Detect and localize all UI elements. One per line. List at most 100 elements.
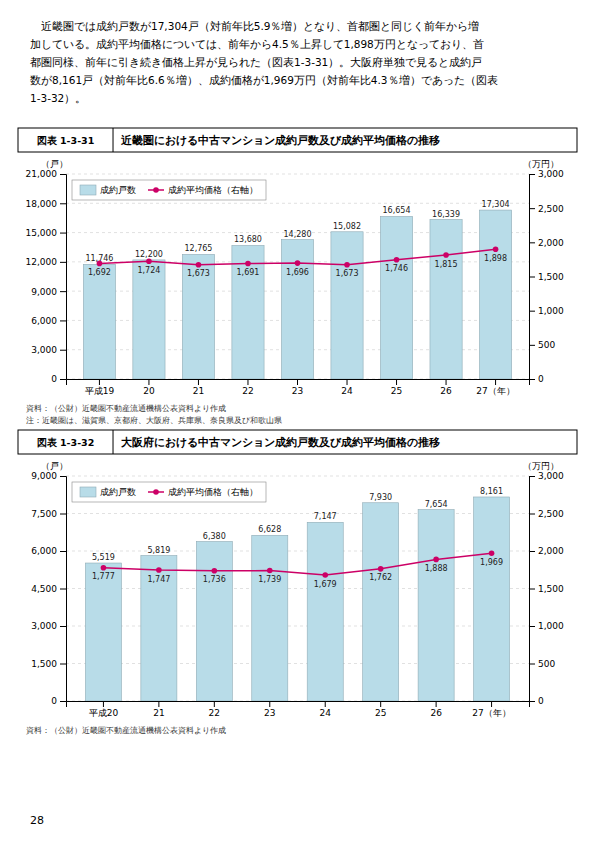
tick: 9,000 bbox=[31, 471, 66, 481]
y-axis-title: （戸） bbox=[41, 461, 68, 471]
grid-line bbox=[66, 174, 529, 175]
marker bbox=[433, 557, 439, 563]
tick: 20 bbox=[143, 379, 155, 396]
tick: 平成19 bbox=[85, 379, 115, 396]
bar bbox=[182, 254, 214, 379]
bar-label: 7,654 bbox=[425, 500, 448, 509]
tick: 27（年） bbox=[472, 701, 510, 718]
chart: 図表 1-3-31近畿圏における中古マンション成約戸数及び成約平均価格の推移11… bbox=[18, 128, 577, 425]
tick: 18,000 bbox=[26, 199, 67, 209]
tick: 3,000 bbox=[31, 621, 66, 631]
bar-label: 5,519 bbox=[92, 553, 115, 562]
marker bbox=[156, 567, 162, 573]
tick-mark bbox=[60, 233, 66, 234]
plot: 5,5195,8196,3806,6287,1477,9307,6548,161… bbox=[31, 471, 564, 718]
tick: 24 bbox=[341, 379, 353, 396]
grid-line bbox=[66, 588, 529, 589]
tick-mark bbox=[158, 701, 159, 707]
header-line: 数が8,161戸（対前年比6.6％増）、成約価格が1,969万円（対前年比4.3… bbox=[30, 74, 498, 86]
legend-item: 成約平均価格（右軸） bbox=[148, 185, 258, 195]
bar-label: 6,380 bbox=[203, 532, 226, 541]
tick-mark bbox=[491, 701, 492, 707]
tick-label: 9,000 bbox=[31, 471, 57, 481]
tick-mark bbox=[297, 379, 298, 385]
tick: 2,500 bbox=[529, 509, 564, 519]
header: 近畿圏では成約戸数が17,304戸（対前年比5.9％増）となり、首都圏と同じく前… bbox=[30, 20, 498, 104]
tick-mark bbox=[529, 664, 535, 665]
marker bbox=[344, 262, 350, 268]
y2-axis: 05001,0001,5002,0002,5003,000 bbox=[529, 169, 564, 384]
tick-mark bbox=[247, 379, 248, 385]
tick-label: 500 bbox=[538, 659, 555, 669]
bar-label: 16,654 bbox=[383, 206, 411, 215]
tick: 24 bbox=[319, 701, 331, 718]
line-label: 1,969 bbox=[480, 558, 503, 567]
tick: 2,000 bbox=[529, 238, 564, 248]
tick-label: 26 bbox=[440, 386, 452, 396]
tick: 4,500 bbox=[31, 584, 66, 594]
tick: 26 bbox=[430, 701, 442, 718]
y-axis: 0 1,500 3,000 4,500 6,000 7,500 9,000 bbox=[31, 471, 66, 706]
bar-label: 12,765 bbox=[184, 244, 212, 253]
axis-domain bbox=[530, 477, 536, 702]
tick: 6,000 bbox=[31, 546, 66, 556]
y-axis: 03,0006,0009,00012,00015,00018,00021,000 bbox=[26, 169, 67, 384]
figure-label: 図表 1-3-32 bbox=[37, 437, 95, 448]
line-label: 1,739 bbox=[258, 575, 281, 584]
bar bbox=[83, 264, 115, 379]
marker bbox=[295, 260, 301, 266]
note: 注：近畿圏は、滋賀県、京都府、大阪府、兵庫県、奈良県及び和歌山県 bbox=[26, 416, 282, 425]
axis-domain bbox=[60, 175, 67, 380]
tick-label: 1,500 bbox=[31, 659, 57, 669]
marker bbox=[267, 568, 273, 574]
tick-mark bbox=[529, 514, 535, 515]
bar bbox=[418, 510, 454, 701]
line-label: 1,898 bbox=[484, 254, 507, 263]
tick-label: 27（年） bbox=[476, 386, 514, 396]
tick-mark bbox=[60, 664, 66, 665]
data-labels: 11,74612,20012,76513,68014,28015,08216,6… bbox=[85, 200, 509, 278]
tick-mark bbox=[529, 242, 535, 243]
header-line: 加している。成約平均価格については、前年から4.5％上昇して1,898万円となっ… bbox=[30, 38, 484, 50]
title-box bbox=[18, 128, 577, 152]
title-divider bbox=[113, 128, 114, 152]
line-label: 1,747 bbox=[147, 575, 170, 584]
legend-label: 成約戸数 bbox=[100, 487, 136, 497]
tick: 1,500 bbox=[529, 272, 564, 282]
tick-label: 0 bbox=[51, 696, 57, 706]
bar-label: 8,161 bbox=[480, 487, 503, 496]
bar bbox=[363, 503, 399, 701]
tick-label: 22 bbox=[242, 386, 253, 396]
legend: 成約戸数成約平均価格（右軸） bbox=[72, 482, 266, 502]
marker bbox=[146, 258, 152, 264]
tick-label: 4,500 bbox=[31, 584, 57, 594]
bar bbox=[430, 220, 462, 379]
line-label: 1,696 bbox=[286, 268, 309, 277]
tick-mark bbox=[436, 701, 437, 707]
legend-label: 成約平均価格（右軸） bbox=[168, 185, 258, 195]
tick-label: 0 bbox=[51, 374, 57, 384]
chart-title: 近畿圏における中古マンション成約戸数及び成約平均価格の推移 bbox=[120, 134, 440, 147]
tick-label: 6,000 bbox=[31, 546, 57, 556]
tick-mark bbox=[148, 379, 149, 385]
tick: 25 bbox=[391, 379, 402, 396]
header-line: 1-3-32）。 bbox=[30, 92, 86, 104]
marker bbox=[212, 568, 218, 574]
tick-mark bbox=[529, 551, 535, 552]
tick: 1,000 bbox=[529, 621, 564, 631]
tick-mark bbox=[446, 379, 447, 385]
bar bbox=[479, 210, 511, 379]
tick-label: 23 bbox=[292, 386, 303, 396]
tick-label: 26 bbox=[430, 708, 442, 718]
y2-axis: 05001,0001,5002,0002,5003,000 bbox=[529, 471, 564, 706]
y-axis-title: （戸） bbox=[41, 159, 68, 169]
tick: 21 bbox=[193, 379, 204, 396]
tick: 7,500 bbox=[31, 509, 66, 519]
tick-mark bbox=[60, 174, 66, 175]
tick-label: 9,000 bbox=[31, 287, 57, 297]
tick-mark bbox=[60, 350, 66, 351]
marker bbox=[394, 257, 400, 263]
marker bbox=[489, 551, 495, 557]
marker bbox=[322, 572, 328, 578]
bar-label: 11,746 bbox=[85, 254, 113, 263]
